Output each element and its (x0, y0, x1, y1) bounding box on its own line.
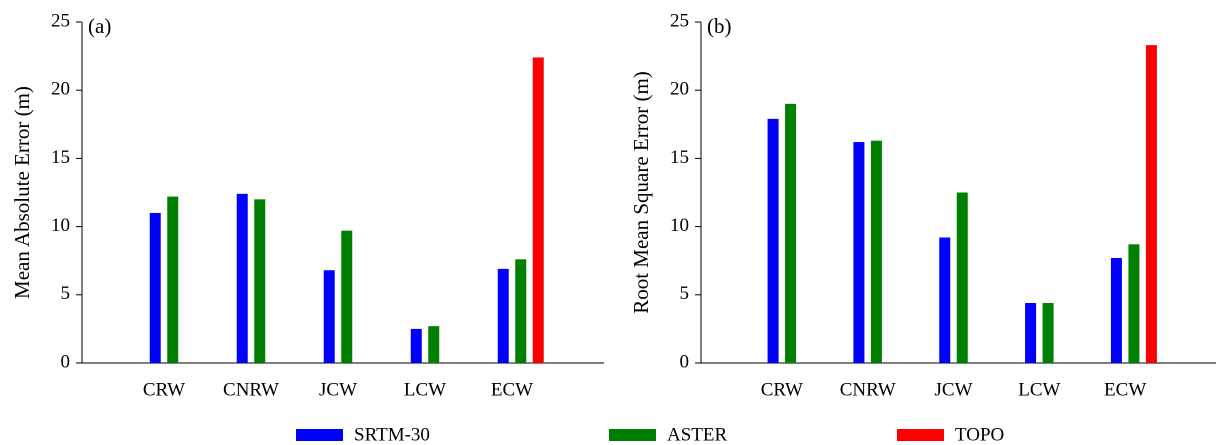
x-tick-label: LCW (404, 379, 446, 400)
legend-label: SRTM-30 (354, 424, 430, 445)
bar (1128, 244, 1140, 363)
y-tick-label: 5 (680, 283, 690, 304)
y-tick-label: 20 (670, 79, 689, 100)
x-tick-label: LCW (1018, 379, 1060, 400)
bar (428, 326, 440, 363)
y-axis-title: Root Mean Square Error (m) (629, 71, 653, 314)
bar (515, 259, 527, 363)
bar (939, 237, 951, 363)
bar (1025, 302, 1037, 363)
legend-label: TOPO (955, 424, 1004, 445)
bar (1042, 302, 1054, 363)
bar (870, 140, 882, 363)
x-tick-label: JCW (935, 379, 973, 400)
y-tick-label: 15 (51, 147, 70, 168)
bar (236, 193, 248, 363)
bar (1145, 45, 1157, 364)
legend-swatch (296, 429, 343, 441)
y-tick-label: 10 (51, 215, 70, 236)
bar (167, 196, 179, 363)
legend-swatch (609, 429, 656, 441)
x-tick-label: CNRW (840, 379, 896, 400)
x-tick-label: ECW (1104, 379, 1146, 400)
bar (956, 192, 968, 363)
bar (853, 142, 865, 363)
y-tick-label: 25 (670, 10, 689, 31)
bar (1110, 257, 1122, 363)
y-tick-label: 25 (51, 10, 70, 31)
bar (532, 57, 544, 364)
bar (767, 118, 779, 364)
y-tick-label: 15 (670, 147, 689, 168)
panel-label: (a) (88, 14, 111, 38)
y-tick-label: 0 (61, 351, 71, 372)
bar (341, 230, 353, 363)
x-tick-label: CRW (761, 379, 803, 400)
x-tick-label: CRW (143, 379, 185, 400)
bar (785, 103, 797, 363)
y-tick-label: 20 (51, 79, 70, 100)
bar (149, 212, 161, 363)
y-tick-label: 5 (61, 283, 71, 304)
legend-swatch (897, 429, 944, 441)
bar (254, 199, 266, 363)
legend-label: ASTER (667, 424, 728, 445)
panel-label: (b) (707, 14, 732, 38)
bar (497, 268, 509, 363)
y-tick-label: 0 (680, 351, 690, 372)
y-tick-label: 10 (670, 215, 689, 236)
x-tick-label: CNRW (223, 379, 279, 400)
bar (323, 270, 335, 363)
x-tick-label: ECW (491, 379, 533, 400)
x-tick-label: JCW (319, 379, 357, 400)
y-axis-title: Mean Absolute Error (m) (10, 86, 34, 299)
bar (410, 328, 422, 363)
